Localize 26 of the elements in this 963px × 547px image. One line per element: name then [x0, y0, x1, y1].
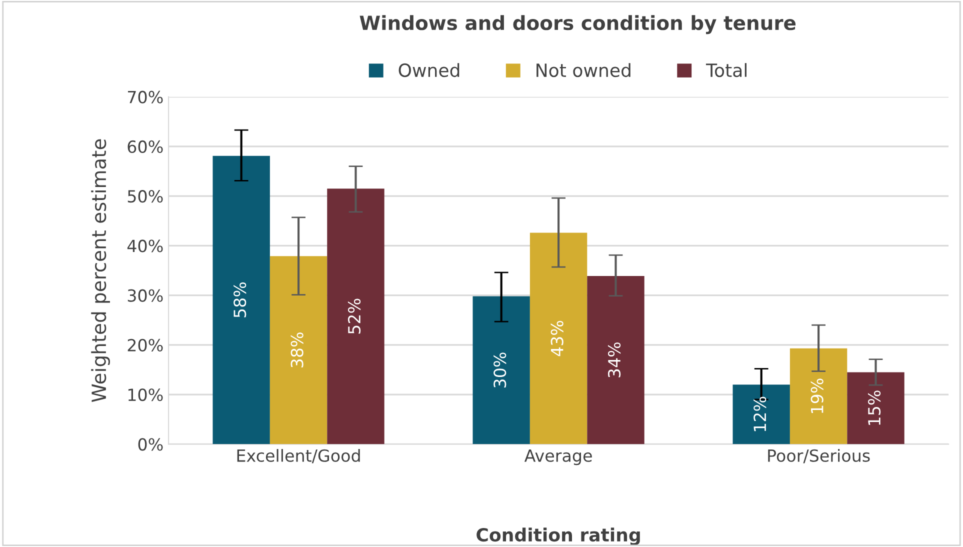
y-tick-label: 50% — [128, 190, 163, 203]
y-tick-label: 20% — [128, 338, 163, 352]
x-axis-title: Condition rating — [476, 528, 640, 546]
data-label: 58% — [234, 282, 246, 318]
y-tick-label: 10% — [128, 388, 163, 402]
x-tick-label: Average — [524, 450, 592, 466]
data-label: 19% — [810, 378, 824, 413]
y-tick-label: 0% — [138, 438, 163, 451]
data-label: 15% — [868, 390, 881, 425]
data-label: 12% — [754, 396, 766, 432]
data-label: 30% — [494, 352, 506, 388]
legend-label: Total — [706, 63, 746, 78]
y-tick-label: 40% — [127, 240, 163, 252]
y-tick-label: 70% — [128, 90, 163, 104]
y-tick-label: 60% — [128, 140, 163, 154]
x-tick-label: Poor/Serious — [768, 449, 870, 464]
x-tick-label: Excellent/Good — [237, 449, 360, 464]
y-axis-title: Weighted percent estimate — [91, 139, 110, 402]
chart-title: Windows and doors condition by tenure — [360, 15, 796, 34]
y-tick-label: 30% — [128, 289, 163, 302]
legend-label: Owned — [398, 63, 460, 78]
legend-label: Not owned — [536, 63, 630, 78]
data-label: 43% — [550, 320, 564, 356]
data-label: 38% — [290, 332, 304, 368]
data-label: 52% — [348, 298, 361, 334]
data-label: 34% — [608, 342, 621, 378]
